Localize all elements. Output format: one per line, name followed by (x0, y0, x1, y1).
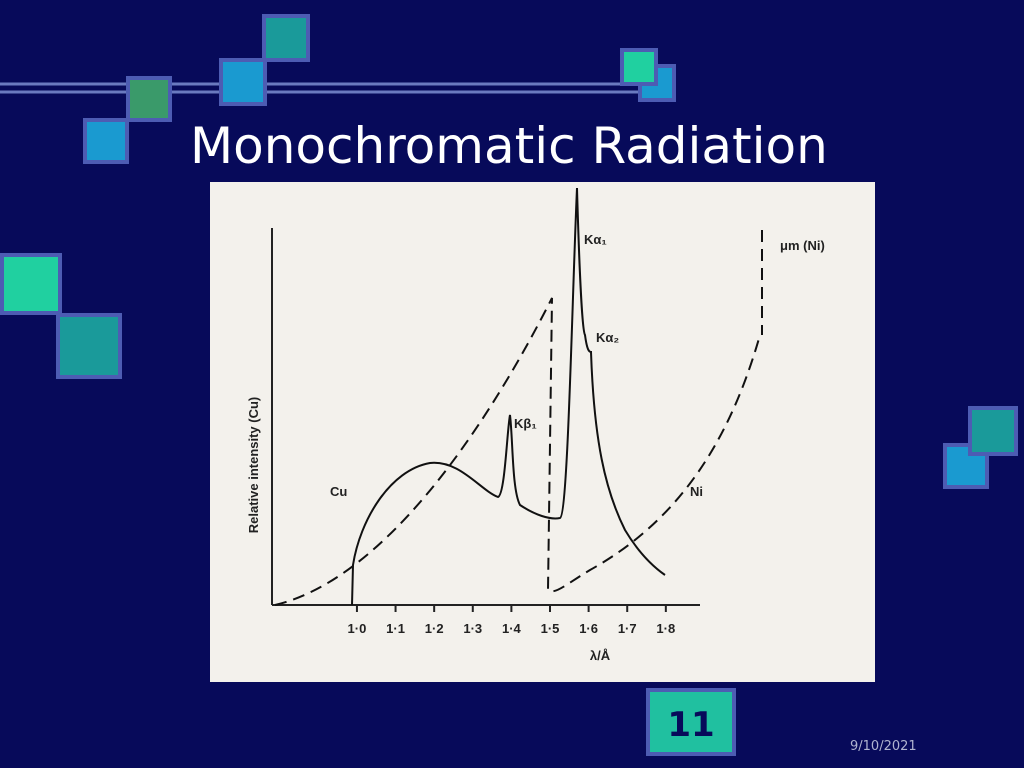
annotation: Ni (690, 484, 703, 499)
deco-square (0, 253, 62, 315)
ni-curve (274, 297, 761, 606)
x-tick-label: 1·2 (425, 621, 444, 636)
deco-square (968, 406, 1018, 456)
x-ticks: 1·0 1·1 1·2 1·3 1·4 1·5 1·6 1·7 1·8 (348, 605, 675, 636)
x-tick-label: 1·3 (463, 621, 482, 636)
deco-square (56, 313, 122, 379)
x-axis-label: λ/Å (590, 648, 611, 663)
annotation: μm (Ni) (780, 238, 825, 253)
x-tick-label: 1·6 (579, 621, 598, 636)
slide-date: 9/10/2021 (850, 739, 917, 754)
cu-curve (351, 187, 666, 606)
annotation: Kα₂ (596, 330, 619, 345)
x-tick-label: 1·7 (618, 621, 637, 636)
x-tick-label: 1·8 (656, 621, 675, 636)
annotation: Kβ₁ (514, 416, 537, 431)
y-axis-label: Relative intensity (Cu) (246, 397, 261, 534)
figure: Relative intensity (Cu) λ/Å Cu Ni Kα₁ Kα… (210, 182, 875, 682)
figure-bg (210, 182, 875, 682)
annotation: Cu (330, 484, 347, 499)
x-tick-label: 1·4 (502, 621, 522, 636)
deco-square (219, 58, 267, 106)
annotation: Kα₁ (584, 232, 607, 247)
slide-number-box (646, 688, 736, 756)
x-tick-label: 1·5 (541, 621, 560, 636)
slide-title: Monochromatic Radiation (190, 117, 828, 175)
deco-square (83, 118, 129, 164)
deco-square (262, 14, 310, 62)
x-tick-label: 1·0 (348, 621, 367, 636)
x-tick-label: 1·1 (386, 621, 405, 636)
slide-number: 11 (667, 705, 714, 745)
deco-square (620, 48, 658, 86)
deco-square (126, 76, 172, 122)
